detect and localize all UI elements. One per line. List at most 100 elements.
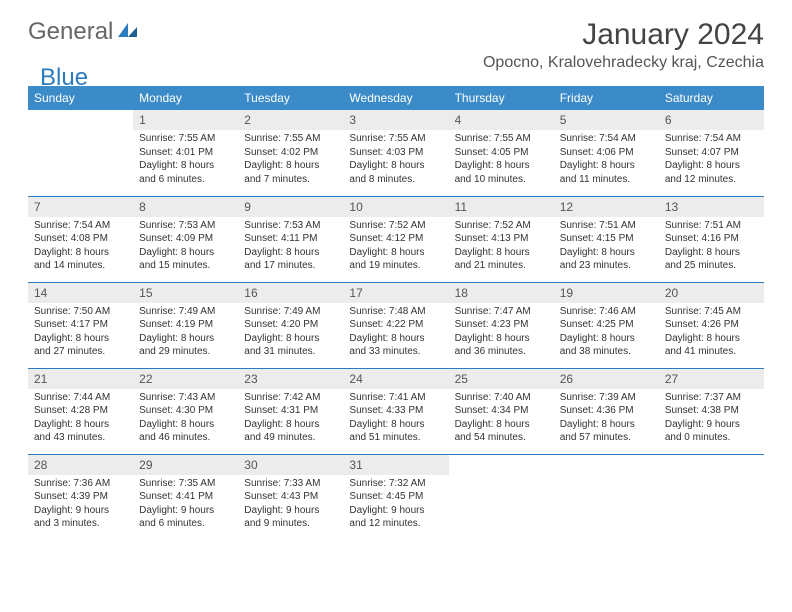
daylight-text-cont: and 8 minutes. [349,173,442,187]
day-content: Sunrise: 7:55 AMSunset: 4:02 PMDaylight:… [238,130,343,190]
day-number: 25 [449,369,554,389]
sunrise-text: Sunrise: 7:52 AM [349,219,442,233]
day-content: Sunrise: 7:32 AMSunset: 4:45 PMDaylight:… [343,475,448,535]
sunrise-text: Sunrise: 7:42 AM [244,391,337,405]
sunrise-text: Sunrise: 7:44 AM [34,391,127,405]
day-number: 18 [449,283,554,303]
calendar-cell: 9Sunrise: 7:53 AMSunset: 4:11 PMDaylight… [238,196,343,282]
daylight-text: Daylight: 9 hours [244,504,337,518]
sunset-text: Sunset: 4:26 PM [665,318,758,332]
sunrise-text: Sunrise: 7:49 AM [244,305,337,319]
day-number: 10 [343,197,448,217]
day-content: Sunrise: 7:42 AMSunset: 4:31 PMDaylight:… [238,389,343,449]
sunrise-text: Sunrise: 7:51 AM [560,219,653,233]
sunset-text: Sunset: 4:11 PM [244,232,337,246]
header: General January 2024 Opocno, Kralovehrad… [28,18,764,72]
day-content: Sunrise: 7:54 AMSunset: 4:07 PMDaylight:… [659,130,764,190]
calendar-cell: 31Sunrise: 7:32 AMSunset: 4:45 PMDayligh… [343,454,448,540]
daylight-text: Daylight: 8 hours [455,332,548,346]
sunset-text: Sunset: 4:17 PM [34,318,127,332]
daylight-text: Daylight: 8 hours [665,332,758,346]
sunrise-text: Sunrise: 7:50 AM [34,305,127,319]
day-content: Sunrise: 7:33 AMSunset: 4:43 PMDaylight:… [238,475,343,535]
day-number: 2 [238,110,343,130]
day-number: 21 [28,369,133,389]
calendar-cell: 15Sunrise: 7:49 AMSunset: 4:19 PMDayligh… [133,282,238,368]
calendar-row: 14Sunrise: 7:50 AMSunset: 4:17 PMDayligh… [28,282,764,368]
day-content: Sunrise: 7:52 AMSunset: 4:12 PMDaylight:… [343,217,448,277]
daylight-text: Daylight: 8 hours [34,246,127,260]
day-number: 13 [659,197,764,217]
daylight-text: Daylight: 8 hours [560,418,653,432]
sunrise-text: Sunrise: 7:33 AM [244,477,337,491]
sunset-text: Sunset: 4:34 PM [455,404,548,418]
daylight-text-cont: and 12 minutes. [665,173,758,187]
daylight-text-cont: and 38 minutes. [560,345,653,359]
day-content: Sunrise: 7:55 AMSunset: 4:05 PMDaylight:… [449,130,554,190]
calendar-cell: 17Sunrise: 7:48 AMSunset: 4:22 PMDayligh… [343,282,448,368]
sunrise-text: Sunrise: 7:45 AM [665,305,758,319]
sunrise-text: Sunrise: 7:55 AM [244,132,337,146]
day-number: 19 [554,283,659,303]
daylight-text-cont: and 7 minutes. [244,173,337,187]
daylight-text: Daylight: 8 hours [349,418,442,432]
day-content: Sunrise: 7:51 AMSunset: 4:15 PMDaylight:… [554,217,659,277]
calendar-cell: 23Sunrise: 7:42 AMSunset: 4:31 PMDayligh… [238,368,343,454]
sunset-text: Sunset: 4:03 PM [349,146,442,160]
day-content: Sunrise: 7:53 AMSunset: 4:11 PMDaylight:… [238,217,343,277]
sunset-text: Sunset: 4:02 PM [244,146,337,160]
sunrise-text: Sunrise: 7:55 AM [139,132,232,146]
daylight-text-cont: and 21 minutes. [455,259,548,273]
sunset-text: Sunset: 4:39 PM [34,490,127,504]
daylight-text: Daylight: 8 hours [139,332,232,346]
sunset-text: Sunset: 4:45 PM [349,490,442,504]
daylight-text-cont: and 27 minutes. [34,345,127,359]
daylight-text: Daylight: 9 hours [665,418,758,432]
weekday-header-row: SundayMondayTuesdayWednesdayThursdayFrid… [28,86,764,110]
location-text: Opocno, Kralovehradecky kraj, Czechia [483,54,764,72]
day-number: 17 [343,283,448,303]
sunset-text: Sunset: 4:38 PM [665,404,758,418]
calendar-row: 21Sunrise: 7:44 AMSunset: 4:28 PMDayligh… [28,368,764,454]
daylight-text-cont: and 11 minutes. [560,173,653,187]
sunset-text: Sunset: 4:05 PM [455,146,548,160]
weekday-header: Thursday [449,86,554,110]
calendar-cell: 12Sunrise: 7:51 AMSunset: 4:15 PMDayligh… [554,196,659,282]
daylight-text-cont: and 49 minutes. [244,431,337,445]
calendar-cell-empty [554,454,659,540]
sunrise-text: Sunrise: 7:53 AM [244,219,337,233]
day-content: Sunrise: 7:54 AMSunset: 4:06 PMDaylight:… [554,130,659,190]
daylight-text-cont: and 57 minutes. [560,431,653,445]
daylight-text: Daylight: 8 hours [139,418,232,432]
calendar-cell: 21Sunrise: 7:44 AMSunset: 4:28 PMDayligh… [28,368,133,454]
calendar-cell: 6Sunrise: 7:54 AMSunset: 4:07 PMDaylight… [659,110,764,196]
sunrise-text: Sunrise: 7:41 AM [349,391,442,405]
calendar-cell-empty [28,110,133,196]
calendar-row: 7Sunrise: 7:54 AMSunset: 4:08 PMDaylight… [28,196,764,282]
calendar-cell: 2Sunrise: 7:55 AMSunset: 4:02 PMDaylight… [238,110,343,196]
daylight-text: Daylight: 8 hours [244,332,337,346]
daylight-text-cont: and 17 minutes. [244,259,337,273]
day-number: 5 [554,110,659,130]
sunset-text: Sunset: 4:43 PM [244,490,337,504]
sunset-text: Sunset: 4:01 PM [139,146,232,160]
day-number: 20 [659,283,764,303]
calendar-cell: 13Sunrise: 7:51 AMSunset: 4:16 PMDayligh… [659,196,764,282]
daylight-text-cont: and 33 minutes. [349,345,442,359]
daylight-text-cont: and 3 minutes. [34,517,127,531]
day-number: 3 [343,110,448,130]
day-number: 27 [659,369,764,389]
daylight-text: Daylight: 8 hours [455,418,548,432]
calendar-cell: 26Sunrise: 7:39 AMSunset: 4:36 PMDayligh… [554,368,659,454]
daylight-text: Daylight: 8 hours [455,246,548,260]
logo-text-part2: Blue [40,64,88,92]
sunrise-text: Sunrise: 7:49 AM [139,305,232,319]
sunset-text: Sunset: 4:12 PM [349,232,442,246]
calendar-cell: 8Sunrise: 7:53 AMSunset: 4:09 PMDaylight… [133,196,238,282]
calendar-cell: 24Sunrise: 7:41 AMSunset: 4:33 PMDayligh… [343,368,448,454]
sunset-text: Sunset: 4:23 PM [455,318,548,332]
calendar-cell-empty [449,454,554,540]
sunrise-text: Sunrise: 7:48 AM [349,305,442,319]
day-number: 15 [133,283,238,303]
calendar-cell: 27Sunrise: 7:37 AMSunset: 4:38 PMDayligh… [659,368,764,454]
